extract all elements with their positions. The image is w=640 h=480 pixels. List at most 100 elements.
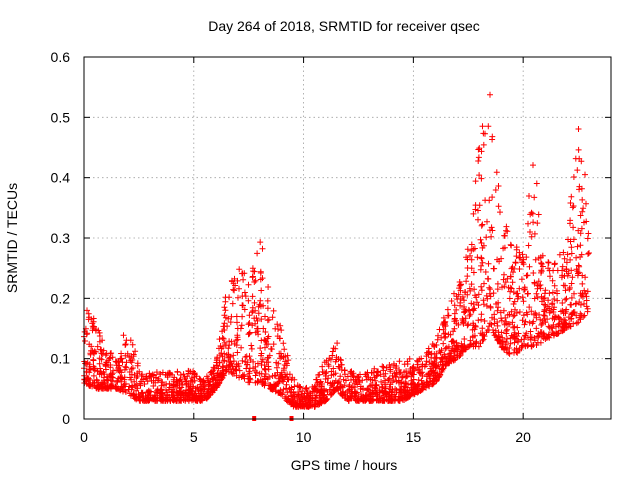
data-point <box>221 350 228 357</box>
data-point <box>265 316 272 323</box>
data-point <box>516 309 523 315</box>
data-point <box>349 372 356 379</box>
data-point <box>268 385 275 392</box>
data-point <box>259 245 266 252</box>
data-point <box>129 341 136 348</box>
data-point <box>464 246 471 253</box>
data-point <box>84 307 90 314</box>
data-point <box>479 337 486 344</box>
data-point <box>180 397 187 403</box>
data-point <box>511 298 518 305</box>
data-point <box>499 334 506 341</box>
data-point <box>563 295 570 302</box>
data-point <box>246 370 253 377</box>
data-point <box>304 399 311 406</box>
data-point <box>112 384 119 391</box>
data-point <box>219 335 226 341</box>
data-point <box>225 352 232 358</box>
data-point <box>516 285 523 292</box>
data-point <box>392 396 398 403</box>
data-point <box>494 322 501 329</box>
data-point <box>529 320 536 327</box>
data-point <box>265 284 272 290</box>
data-point <box>92 348 99 355</box>
data-point <box>262 366 269 373</box>
data-point <box>378 378 385 385</box>
data-point <box>173 394 180 401</box>
data-point <box>277 355 284 362</box>
data-point <box>549 315 556 322</box>
data-point <box>164 391 171 398</box>
data-point <box>478 262 485 269</box>
data-point <box>576 314 583 321</box>
data-point <box>96 360 103 367</box>
data-point <box>124 350 131 357</box>
data-point <box>478 175 485 182</box>
data-point <box>121 366 128 373</box>
data-point <box>113 359 120 366</box>
data-point <box>210 375 217 382</box>
data-point <box>230 358 237 365</box>
data-point <box>262 344 268 351</box>
data-point <box>543 307 550 314</box>
data-point <box>414 383 421 390</box>
data-point <box>442 330 449 337</box>
data-point <box>527 328 534 335</box>
data-point <box>562 317 569 324</box>
data-point <box>475 216 481 223</box>
data-point <box>482 269 489 275</box>
data-point <box>436 365 443 372</box>
data-point <box>138 378 145 385</box>
y-tick-label-2: 0.2 <box>51 290 71 306</box>
data-point <box>501 321 508 328</box>
data-point <box>568 301 575 308</box>
data-point <box>450 328 457 335</box>
data-point <box>319 363 326 370</box>
data-point <box>126 369 133 375</box>
data-point <box>471 286 478 293</box>
data-point <box>478 311 485 318</box>
data-point <box>219 353 226 360</box>
data-point <box>264 297 271 304</box>
data-point <box>521 284 528 291</box>
data-point <box>292 399 299 406</box>
data-point <box>342 371 348 378</box>
data-point <box>542 336 549 342</box>
data-point <box>425 351 432 358</box>
data-point <box>545 323 552 330</box>
data-point <box>525 242 532 249</box>
data-point <box>128 376 135 383</box>
data-point <box>393 371 400 378</box>
data-point <box>252 329 259 336</box>
y-tick-label-1: 0.1 <box>51 351 71 367</box>
data-point <box>196 375 203 382</box>
data-point <box>107 362 114 368</box>
data-point <box>395 377 402 384</box>
data-point <box>454 352 461 359</box>
data-point <box>554 290 561 297</box>
data-point <box>296 397 303 404</box>
data-point <box>514 290 521 297</box>
data-point <box>361 396 368 403</box>
data-point <box>527 229 533 235</box>
data-point <box>495 299 502 306</box>
y-tick-label-5: 0.5 <box>51 109 71 125</box>
data-point <box>528 308 535 315</box>
data-point <box>262 329 269 335</box>
data-point <box>266 374 273 381</box>
data-point <box>478 287 485 294</box>
data-point <box>509 279 516 286</box>
data-point <box>484 218 490 225</box>
x-tick-label-4: 20 <box>515 429 531 445</box>
data-point <box>320 394 327 401</box>
data-point <box>274 380 281 387</box>
data-point <box>515 347 522 354</box>
data-point <box>560 324 567 331</box>
data-point <box>382 370 389 377</box>
data-point <box>556 320 563 327</box>
data-point <box>491 265 498 272</box>
data-point <box>512 336 519 343</box>
data-point <box>87 382 94 389</box>
data-point <box>411 380 417 387</box>
data-point <box>474 254 481 261</box>
